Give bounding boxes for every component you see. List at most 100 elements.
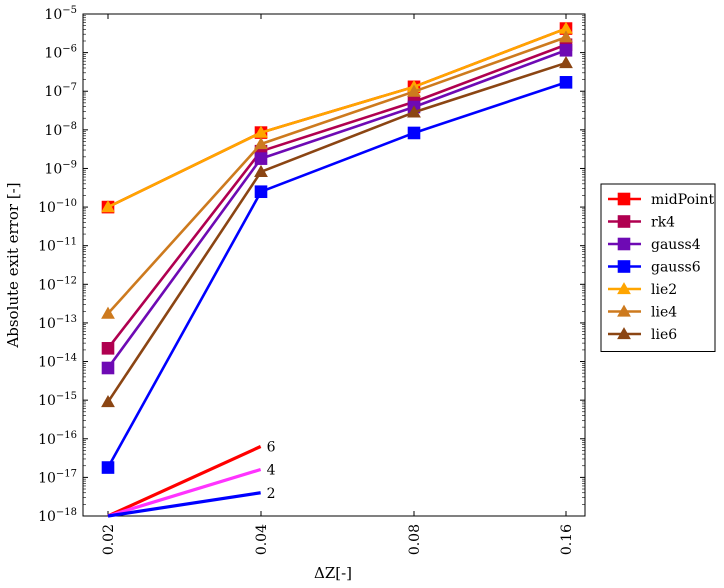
data-point: [101, 200, 115, 213]
y-tick-exponent: −15: [56, 391, 77, 402]
series-line: [106, 61, 567, 403]
slope-label: 6: [267, 440, 276, 456]
slope-line-2: 2: [107, 486, 276, 518]
y-tick-base: 10: [44, 161, 62, 177]
y-tick-base: 10: [38, 200, 56, 216]
data-point: [101, 342, 115, 355]
y-tick-exponent: −10: [56, 198, 77, 209]
data-point: [407, 126, 421, 140]
x-tick-label: 0.16: [559, 524, 575, 555]
legend: midPoint rk4 gauss4 gauss6 lie2 lie4 lie6: [600, 183, 716, 352]
legend-item-gauss4: gauss4: [608, 237, 701, 253]
series-line: [107, 27, 567, 209]
legend-swatch-marker: [617, 192, 631, 206]
data-point: [407, 84, 421, 97]
y-tick-label: 10−14: [38, 353, 77, 371]
data-point: [254, 125, 268, 138]
y-tick-base: 10: [44, 46, 62, 62]
legend-item-rk4: rk4: [608, 215, 675, 231]
data-point: [101, 461, 115, 474]
data-point: [407, 105, 421, 118]
y-tick-exponent: −14: [56, 353, 77, 364]
y-tick-label: 10−17: [38, 468, 77, 486]
slope-label: 2: [267, 486, 276, 502]
plot-frame: [82, 13, 586, 517]
y-tick-exponent: −13: [56, 314, 77, 325]
y-tick-base: 10: [38, 316, 56, 332]
y-tick-label: 10−11: [38, 237, 77, 255]
y-tick-base: 10: [44, 123, 62, 139]
legend-item-gauss6: gauss6: [608, 260, 701, 276]
y-tick-exponent: −5: [62, 5, 77, 16]
x-axis-ticks: 0.02 0.04 0.08 0.16: [101, 14, 575, 555]
series-line: [106, 49, 567, 369]
data-point: [101, 395, 115, 408]
data-point: [559, 21, 573, 34]
y-tick-base: 10: [38, 470, 56, 486]
data-point: [101, 361, 115, 375]
series-lie6: [101, 56, 573, 408]
legend-item-lie6: lie6: [608, 327, 677, 343]
legend-item-lie2: lie2: [608, 282, 677, 298]
y-tick-label: 10−18: [38, 507, 77, 525]
data-point: [559, 56, 573, 69]
y-tick-base: 10: [38, 355, 56, 371]
y-axis-label: Absolute exit error [-]: [4, 182, 22, 348]
y-tick-base: 10: [38, 509, 56, 525]
y-tick-label: 10−9: [44, 159, 77, 177]
y-tick-label: 10−15: [38, 391, 77, 409]
y-tick-label: 10−8: [44, 121, 77, 139]
slope-line: [107, 445, 262, 518]
data-point: [559, 43, 573, 57]
x-tick-label: 0.08: [407, 524, 423, 555]
slope-line: [107, 467, 262, 518]
y-tick-base: 10: [38, 393, 56, 409]
y-tick-base: 10: [44, 84, 62, 100]
y-axis-ticks: 10−510−610−710−810−910−1010−1110−1210−13…: [38, 5, 585, 525]
data-point: [101, 306, 115, 319]
legend-label: lie4: [651, 305, 677, 321]
x-tick-label: 0.02: [101, 524, 117, 555]
y-tick-exponent: −17: [56, 468, 77, 479]
legend-swatch-marker: [617, 260, 631, 273]
y-tick-exponent: −9: [62, 159, 77, 170]
series-line: [106, 81, 567, 469]
data-point: [254, 164, 268, 177]
legend-label: rk4: [651, 215, 675, 231]
y-tick-label: 10−6: [44, 44, 77, 62]
y-tick-exponent: −8: [62, 121, 77, 132]
legend-label: lie2: [651, 282, 677, 298]
data-point: [254, 137, 268, 150]
x-tick-label: 0.04: [254, 524, 270, 555]
y-tick-label: 10−12: [38, 275, 77, 293]
data-point: [559, 30, 573, 43]
slope-line: [107, 491, 261, 518]
y-tick-label: 10−7: [44, 82, 77, 100]
series-lie2: [101, 21, 573, 213]
y-tick-exponent: −11: [56, 237, 77, 248]
y-tick-base: 10: [38, 239, 56, 255]
series-line: [106, 43, 567, 350]
series-layer: [101, 21, 573, 474]
legend-swatch-marker: [617, 304, 631, 317]
legend-item-midPoint: midPoint: [608, 192, 714, 208]
x-axis-label: ΔZ[-]: [314, 564, 352, 582]
legend-swatch-marker: [617, 327, 631, 340]
y-tick-exponent: −7: [62, 82, 77, 93]
slope-annotations: 6 4 2: [107, 440, 276, 518]
series-lie4: [101, 30, 573, 319]
data-point: [254, 152, 268, 165]
legend-label: gauss6: [651, 260, 701, 276]
series-gauss6: [101, 76, 573, 474]
slope-line-4: 4: [107, 463, 276, 518]
y-tick-label: 10−5: [44, 5, 77, 23]
data-point: [254, 185, 268, 199]
legend-label: gauss4: [651, 237, 701, 253]
y-tick-base: 10: [38, 432, 56, 448]
series-line: [107, 36, 567, 315]
legend-label: lie6: [651, 327, 677, 343]
y-tick-label: 10−10: [38, 198, 77, 216]
y-tick-base: 10: [44, 7, 62, 23]
y-tick-base: 10: [38, 277, 56, 293]
legend-swatch-marker: [617, 215, 631, 228]
